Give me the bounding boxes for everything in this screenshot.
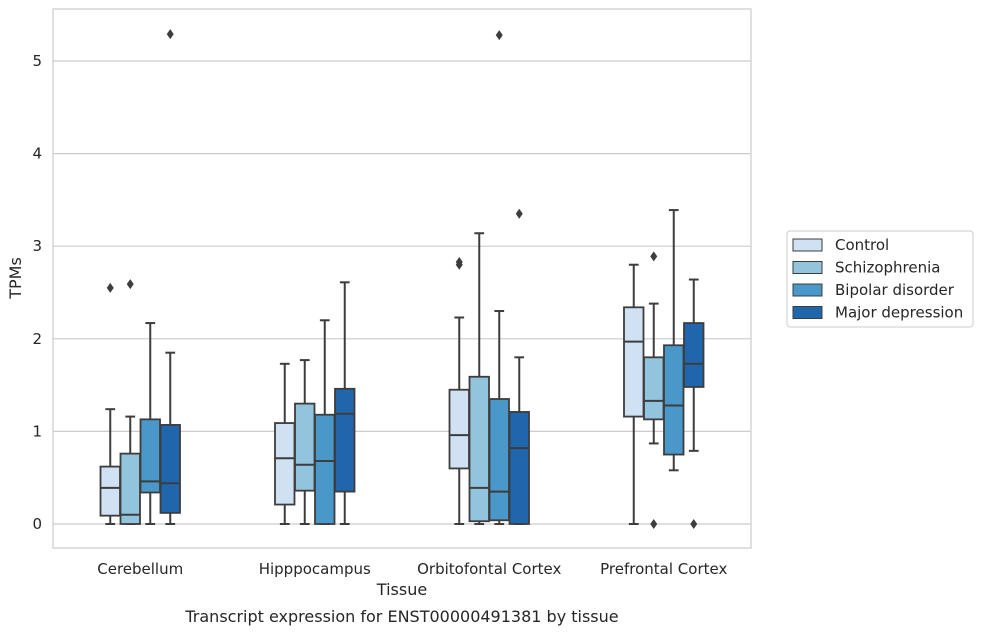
chart-caption: Transcript expression for ENST0000049138… <box>184 607 618 626</box>
box-body <box>663 344 685 456</box>
outlier-point <box>455 256 463 267</box>
y-tick-label: 4 <box>32 145 42 163</box>
y-tick-label: 5 <box>32 52 42 70</box>
x-tick-label: Prefrontal Cortex <box>600 560 727 578</box>
box-major-depression <box>159 29 181 525</box>
legend-label: Control <box>835 236 889 254</box>
legend: Control Schizophrenia Bipolar disorder Majo… <box>786 230 974 328</box>
y-tick-label: 1 <box>32 422 42 440</box>
box-body <box>683 322 705 388</box>
box-bipolar-disorder <box>139 322 161 525</box>
x-tick-label: Orbitofontal Cortex <box>417 560 561 578</box>
box-bipolar-disorder <box>663 209 685 472</box>
box-body <box>99 465 121 517</box>
x-tick-label: Cerebellum <box>97 560 183 578</box>
box-body <box>119 452 141 525</box>
boxes <box>99 29 705 529</box>
outlier-point <box>126 279 134 290</box>
legend-swatch <box>792 306 823 319</box>
box-bipolar-disorder <box>314 319 336 525</box>
legend-label: Bipolar disorder <box>835 281 955 299</box>
box-body <box>334 387 356 493</box>
box-schizophrenia <box>119 279 141 525</box>
box-body <box>159 424 181 514</box>
legend-frame <box>786 230 974 328</box>
box-body <box>294 402 316 492</box>
outlier-point <box>166 29 174 40</box>
box-body <box>508 411 530 525</box>
box-body <box>448 388 470 470</box>
outlier-point <box>650 251 658 262</box>
y-tick-labels: 0 1 2 3 4 5 <box>32 52 42 533</box>
y-tick-label: 3 <box>32 237 42 255</box>
outlier-point <box>106 282 114 293</box>
legend-swatch <box>792 283 823 297</box>
box-control <box>448 256 470 525</box>
y-axis-title: TPMs <box>6 257 25 300</box>
x-axis-title: Tissue <box>376 580 427 599</box>
box-body <box>468 375 490 523</box>
box-schizophrenia <box>643 251 665 529</box>
box-major-depression <box>334 281 356 525</box>
box-control <box>623 263 645 525</box>
box-schizophrenia <box>294 359 316 525</box>
box-body <box>623 306 645 418</box>
outlier-point <box>690 519 698 529</box>
y-tick-label: 2 <box>32 330 42 348</box>
box-body <box>314 413 336 525</box>
outlier-point <box>650 519 658 529</box>
x-tick-label: Hipppocampus <box>259 560 371 578</box>
outlier-point <box>515 208 523 219</box>
legend-label: Schizophrenia <box>835 259 940 277</box>
legend-swatch <box>792 238 823 252</box>
legend-swatch <box>792 261 823 274</box>
box-body <box>488 398 510 522</box>
y-tick-label: 0 <box>32 515 42 533</box>
x-tick-labels: Cerebellum Hipppocampus Orbitofontal Corte… <box>97 560 727 578</box>
legend-label: Major depression <box>835 304 963 322</box>
box-major-depression <box>508 208 530 525</box>
outlier-point <box>495 30 503 41</box>
box-body <box>643 356 665 421</box>
box-body <box>274 422 296 506</box>
box-major-depression <box>683 278 705 529</box>
